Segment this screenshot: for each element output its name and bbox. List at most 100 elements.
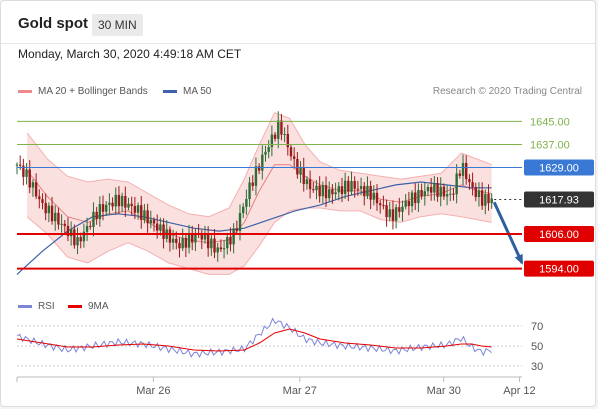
candle-body xyxy=(60,223,63,225)
candle-body xyxy=(270,134,274,148)
rsi-panel: 70 50 30 xyxy=(16,317,543,373)
legend-swatch-9ma xyxy=(68,305,82,308)
candle-body xyxy=(292,156,296,159)
candle-body xyxy=(241,206,245,214)
candle-body xyxy=(136,205,140,213)
candle-body xyxy=(79,237,82,242)
candle-body xyxy=(318,185,321,197)
level-box-1606.00 xyxy=(524,226,594,242)
x-axis: Mar 26 Mar 27 Mar 30 Apr 12 xyxy=(16,376,536,397)
candle-body xyxy=(25,169,28,177)
level-box-1629.00 xyxy=(524,159,594,176)
candle-body xyxy=(458,173,462,176)
candle-body xyxy=(382,205,385,207)
credit-text: Research © 2020 Trading Central xyxy=(432,86,582,97)
candle-body xyxy=(267,147,270,152)
candle-body xyxy=(111,202,114,207)
candle-body xyxy=(280,120,283,135)
candle-body xyxy=(130,203,133,206)
legend-swatch-ma20 xyxy=(18,90,32,93)
candle-body xyxy=(340,186,344,195)
candle-body xyxy=(261,154,264,171)
legend-ma50: MA 50 xyxy=(163,86,211,97)
chart-header: Gold spot 30 MIN xyxy=(1,1,595,44)
candle-body xyxy=(162,224,165,239)
candle-body xyxy=(149,219,153,224)
candle-body xyxy=(120,195,124,207)
legend-ma20: MA 20 + Bollinger Bands xyxy=(18,86,148,97)
projection-arrow-line xyxy=(492,201,524,264)
candle-body xyxy=(50,205,54,222)
legend-swatch-ma50 xyxy=(163,90,177,93)
candle-body xyxy=(127,203,130,208)
candle-body xyxy=(426,186,430,192)
candle-body xyxy=(299,167,302,175)
candle-body xyxy=(394,207,398,221)
rsi-tick-70: 70 xyxy=(531,321,543,333)
candle-body xyxy=(203,234,207,240)
candle-body xyxy=(452,193,455,195)
candle-body xyxy=(222,248,226,250)
candle-body xyxy=(385,205,388,218)
candle-body xyxy=(245,199,248,207)
bollinger-upper xyxy=(26,112,492,218)
candle-body xyxy=(436,183,439,197)
candle-body xyxy=(423,191,426,197)
instrument-title: Gold spot xyxy=(18,15,88,32)
candle-body xyxy=(133,205,137,213)
candle-body xyxy=(248,182,251,200)
projection-arrow-head xyxy=(514,253,523,265)
candle-body xyxy=(229,237,232,245)
legend-9ma: 9MA xyxy=(68,301,109,312)
candle-body xyxy=(372,192,376,200)
timestamp: Monday, March 30, 2020 4:49:18 AM CET xyxy=(18,47,242,61)
candle-body xyxy=(356,188,360,190)
candle-body xyxy=(449,193,452,195)
candle-body xyxy=(480,190,484,206)
candle-body xyxy=(155,223,159,231)
candle-body xyxy=(191,233,194,243)
level-box-1617.93 xyxy=(524,191,594,208)
candle-body xyxy=(442,186,446,197)
candle-body xyxy=(283,133,286,135)
legend-rsi: RSI xyxy=(18,301,55,312)
candle-body xyxy=(73,229,76,246)
candle-body xyxy=(407,200,411,207)
candle-body xyxy=(238,213,242,231)
level-label-1645.00: 1645.00 xyxy=(530,116,570,128)
level-label-1629.00: 1629.00 xyxy=(539,163,579,175)
candle-body xyxy=(31,182,35,188)
candle-body xyxy=(312,189,315,191)
x-tick-label: Mar 26 xyxy=(136,385,170,397)
candle-body xyxy=(347,180,350,192)
candle-body xyxy=(206,234,210,249)
candle-body xyxy=(410,192,414,207)
candle-body xyxy=(92,211,95,227)
candle-body xyxy=(401,206,404,212)
candle-body xyxy=(105,204,108,212)
candle-body xyxy=(375,192,379,204)
candle-body xyxy=(369,185,372,200)
candle-body xyxy=(350,181,353,192)
candle-body xyxy=(216,247,219,253)
candle-body xyxy=(461,163,465,176)
candle-body xyxy=(277,120,280,139)
timeframe-badge[interactable]: 30 MIN xyxy=(92,14,143,36)
candle-body xyxy=(18,164,22,166)
candle-body xyxy=(391,209,395,221)
level-label-1617.93: 1617.93 xyxy=(539,195,579,207)
candle-body xyxy=(226,237,229,249)
candle-body xyxy=(28,169,31,188)
candle-body xyxy=(324,185,328,199)
candle-body xyxy=(143,210,146,220)
candle-body xyxy=(296,158,299,175)
candle-body xyxy=(490,198,493,204)
x-tick-label: Mar 27 xyxy=(283,385,317,397)
candle-body xyxy=(353,181,356,189)
candle-body xyxy=(433,183,436,193)
candle-body xyxy=(57,212,60,225)
candle-body xyxy=(305,179,309,185)
legend-label-ma20: MA 20 + Bollinger Bands xyxy=(38,86,148,97)
candle-body xyxy=(184,237,188,248)
